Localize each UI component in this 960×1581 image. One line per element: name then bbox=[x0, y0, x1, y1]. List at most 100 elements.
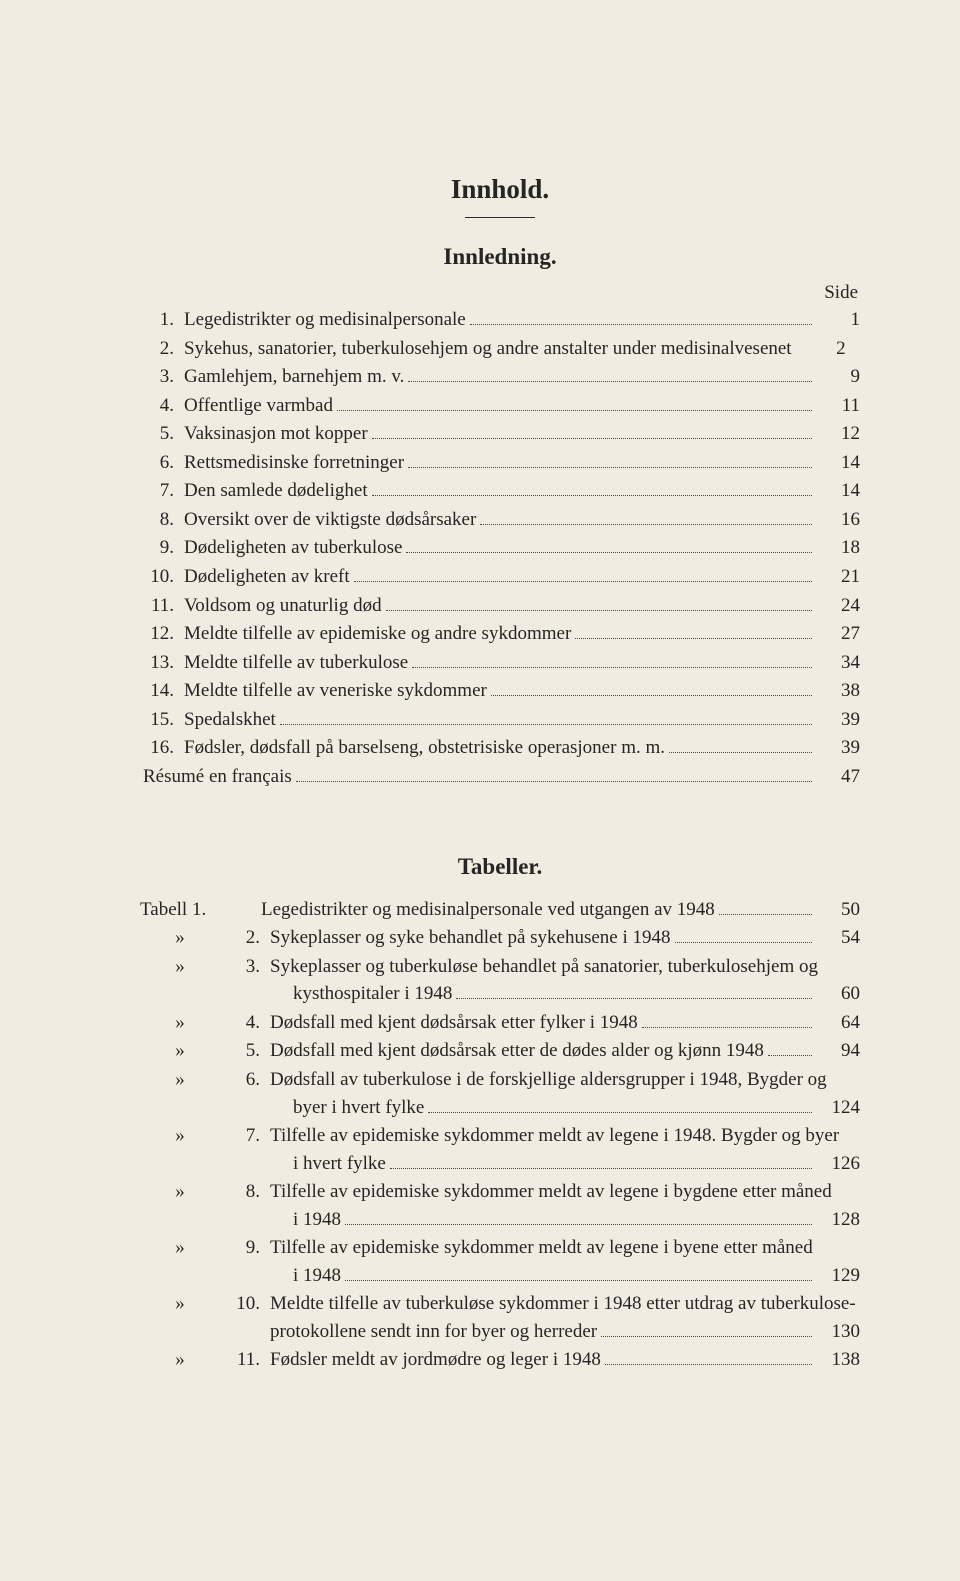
table-entry: »3.Sykeplasser og tuberkuløse behandlet … bbox=[140, 953, 860, 1008]
toc-entry-page: 11 bbox=[816, 392, 860, 420]
table-entry-number: 10. bbox=[226, 1290, 263, 1318]
dot-leader bbox=[719, 914, 812, 915]
title-divider bbox=[465, 217, 535, 218]
table-entry-page: 130 bbox=[816, 1318, 860, 1346]
toc-entry: 6.Rettsmedisinske forretninger14 bbox=[140, 449, 860, 477]
toc-entry-label: Dødeligheten av kreft bbox=[177, 563, 350, 591]
toc-entry: 16.Fødsler, dødsfall på barselseng, obst… bbox=[140, 734, 860, 762]
toc-entry: 1.Legedistrikter og medisinalpersonale1 bbox=[140, 306, 860, 334]
table-entry-page: 129 bbox=[816, 1262, 860, 1290]
table-entry-text: Tilfelle av epidemiske sykdommer meldt a… bbox=[263, 1122, 860, 1177]
dot-leader bbox=[456, 998, 812, 999]
dot-leader bbox=[337, 410, 812, 411]
table-entry-text: Tilfelle av epidemiske sykdommer meldt a… bbox=[263, 1234, 860, 1289]
ditto-mark: » bbox=[140, 1346, 226, 1374]
toc-entry-number: 1. bbox=[140, 306, 177, 334]
toc-entry-label: Den samlede dødelighet bbox=[177, 477, 368, 505]
table-entry-page: 138 bbox=[816, 1346, 860, 1374]
toc-entry-page: 9 bbox=[816, 363, 860, 391]
toc-entry-page: 14 bbox=[816, 477, 860, 505]
dot-leader bbox=[669, 752, 812, 753]
main-title: Innhold. bbox=[140, 170, 860, 209]
dot-leader bbox=[768, 1055, 812, 1056]
toc-entry-label: Oversikt over de viktigste dødsårsaker bbox=[177, 506, 476, 534]
subtitle: Innledning. bbox=[140, 240, 860, 273]
toc-entry-page: 39 bbox=[816, 734, 860, 762]
toc-entry: 11.Voldsom og unaturlig død 24 bbox=[140, 592, 860, 620]
table-entry-page: 50 bbox=[816, 896, 860, 924]
table-entry-number: 6. bbox=[226, 1066, 263, 1094]
table-entry: »7.Tilfelle av epidemiske sykdommer meld… bbox=[140, 1122, 860, 1177]
table-entry-page: 128 bbox=[816, 1206, 860, 1234]
toc-entry-label: Sykehus, sanatorier, tuberkulosehjem og … bbox=[177, 335, 792, 363]
toc-entry: 10.Dødeligheten av kreft21 bbox=[140, 563, 860, 591]
toc-entry-page: 16 bbox=[816, 506, 860, 534]
dot-leader bbox=[372, 495, 812, 496]
table-entry-page: 60 bbox=[816, 980, 860, 1008]
table-entry: »2.Sykeplasser og syke behandlet på syke… bbox=[140, 924, 860, 952]
table-entry: »9.Tilfelle av epidemiske sykdommer meld… bbox=[140, 1234, 860, 1289]
table-entry-label-cont: protokollene sendt inn for byer og herre… bbox=[263, 1318, 597, 1346]
dot-leader bbox=[412, 667, 812, 668]
toc-entry-page: 24 bbox=[816, 592, 860, 620]
toc-entry-number: 10. bbox=[140, 563, 177, 591]
dot-leader bbox=[296, 781, 812, 782]
toc-entry-number: 11. bbox=[140, 592, 177, 620]
toc-entry-label: Offentlige varmbad bbox=[177, 392, 333, 420]
ditto-mark: » bbox=[140, 1037, 226, 1065]
table-entry-number: 4. bbox=[226, 1009, 263, 1037]
table-entry: »6.Dødsfall av tuberkulose i de forskjel… bbox=[140, 1066, 860, 1121]
table-entry-label: Dødsfall med kjent dødsårsak etter de dø… bbox=[263, 1037, 764, 1065]
table-entry-number: 8. bbox=[226, 1178, 263, 1206]
table-entry-label: Dødsfall med kjent dødsårsak etter fylke… bbox=[263, 1009, 638, 1037]
table-entry-page: 64 bbox=[816, 1009, 860, 1037]
dot-leader bbox=[280, 724, 812, 725]
toc-entry-label: Spedalskhet bbox=[177, 706, 276, 734]
dot-leader bbox=[491, 695, 812, 696]
dot-leader bbox=[480, 524, 812, 525]
toc-entry: 7.Den samlede dødelighet14 bbox=[140, 477, 860, 505]
table-entry-number: 2. bbox=[226, 924, 263, 952]
toc-entry-number: 2. bbox=[140, 335, 177, 363]
tables-section-title: Tabeller. bbox=[140, 850, 860, 883]
toc-entry: 12.Meldte tilfelle av epidemiske og andr… bbox=[140, 620, 860, 648]
table-entry-page: 126 bbox=[816, 1150, 860, 1178]
table-entry-text: Dødsfall med kjent dødsårsak etter de dø… bbox=[263, 1037, 860, 1065]
table-entry-label: Sykeplasser og syke behandlet på sykehus… bbox=[263, 924, 671, 952]
table-entry-text: Fødsler meldt av jordmødre og leger i 19… bbox=[263, 1346, 860, 1374]
table-entry-page: 94 bbox=[816, 1037, 860, 1065]
table-entry-text: Sykeplasser og tuberkuløse behandlet på … bbox=[263, 953, 860, 1008]
toc-entry-page: 34 bbox=[816, 649, 860, 677]
toc-entry-label: Vaksinasjon mot kopper bbox=[177, 420, 368, 448]
table-entry-number: 11. bbox=[226, 1346, 263, 1374]
toc-entry-label: Fødsler, dødsfall på barselseng, obstetr… bbox=[177, 734, 665, 762]
toc-entry-label: Legedistrikter og medisinalpersonale bbox=[177, 306, 466, 334]
toc-entry: Résumé en français47 bbox=[140, 763, 860, 791]
toc-entry-label: Meldte tilfelle av tuberkulose bbox=[177, 649, 408, 677]
table-entry-text: Meldte tilfelle av tuberkuløse sykdommer… bbox=[263, 1290, 860, 1345]
dot-leader bbox=[575, 638, 812, 639]
table-entry: »10.Meldte tilfelle av tuberkuløse sykdo… bbox=[140, 1290, 860, 1345]
ditto-mark: » bbox=[140, 953, 226, 981]
table-entry: Tabell 1.Legedistrikter og medisinalpers… bbox=[140, 896, 860, 924]
table-entry-label-cont: kysthospitaler i 1948 bbox=[263, 980, 452, 1008]
toc-entry-label: Dødeligheten av tuberkulose bbox=[177, 534, 402, 562]
dot-leader bbox=[345, 1224, 812, 1225]
document-page: Innhold. Innledning. Side 1.Legedistrikt… bbox=[0, 0, 960, 1581]
toc-entry-page: 39 bbox=[816, 706, 860, 734]
toc-entry-number: 4. bbox=[140, 392, 177, 420]
table-entry-label: Tilfelle av epidemiske sykdommer meldt a… bbox=[263, 1234, 813, 1262]
table-entry-page: 124 bbox=[816, 1094, 860, 1122]
toc-entry-label: Meldte tilfelle av veneriske sykdommer bbox=[177, 677, 487, 705]
ditto-mark: » bbox=[140, 1009, 226, 1037]
contents-list: 1.Legedistrikter og medisinalpersonale12… bbox=[140, 306, 860, 790]
toc-entry-number: 6. bbox=[140, 449, 177, 477]
dot-leader bbox=[345, 1280, 812, 1281]
dot-leader bbox=[675, 942, 813, 943]
dot-leader bbox=[390, 1168, 812, 1169]
toc-entry-label: Voldsom og unaturlig død bbox=[177, 592, 382, 620]
table-entry-label-cont: byer i hvert fylke bbox=[263, 1094, 424, 1122]
ditto-mark: » bbox=[140, 1290, 226, 1318]
toc-entry: 15.Spedalskhet39 bbox=[140, 706, 860, 734]
toc-entry-number: 14. bbox=[140, 677, 177, 705]
